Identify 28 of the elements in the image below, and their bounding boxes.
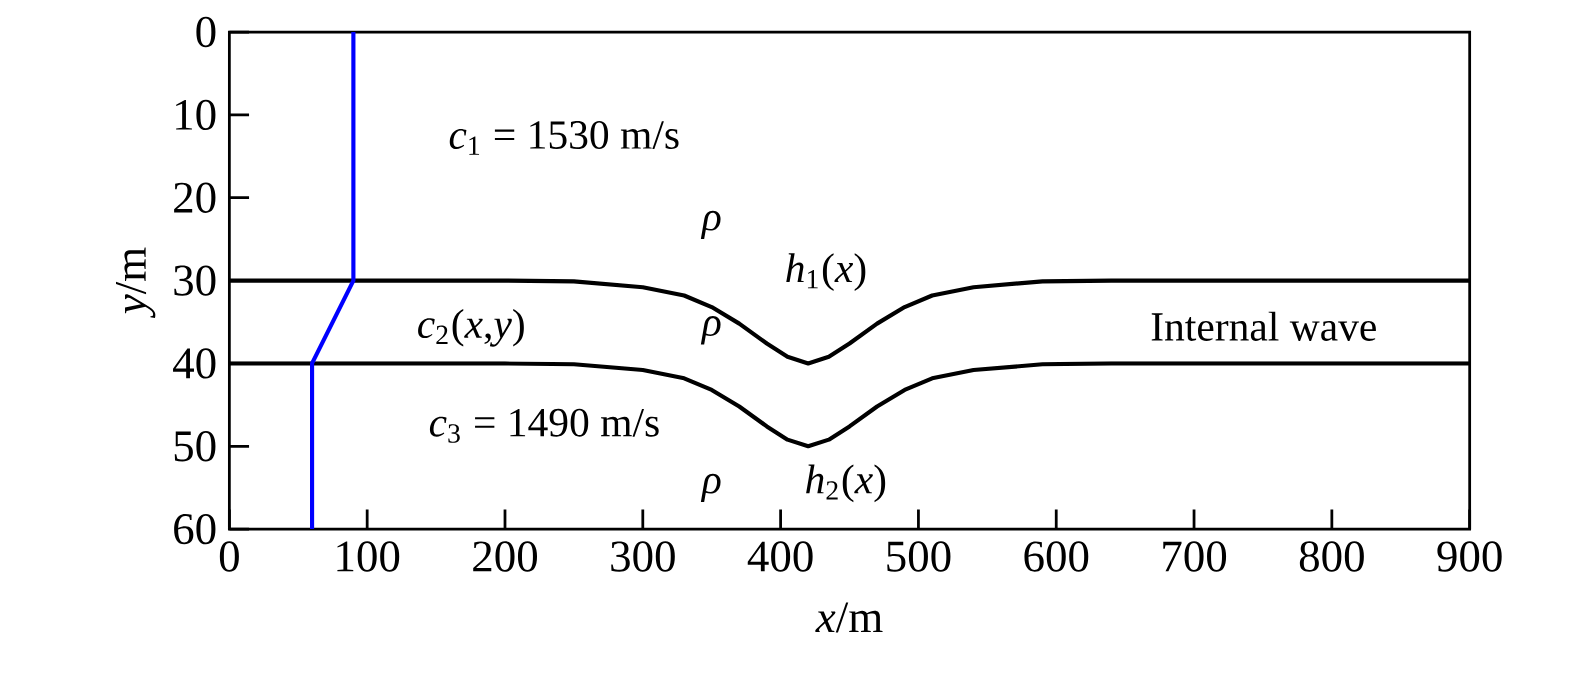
x-axis-title: x/m [815,602,883,633]
x-tick-label: 100 [337,541,400,572]
y-tick-label: 50 [174,431,216,462]
x-tick-label: 900 [1437,541,1502,572]
y-axis-title: y/m [116,247,156,319]
annotation: c$_{3}$ = 1490 m/s [429,408,659,443]
annotation: c$_{1}$ = 1530 m/s [449,121,679,156]
annotation: h$_{1}$(x) [786,253,866,292]
y-tick-label: 40 [173,348,216,379]
x-tick-label: 300 [611,541,675,572]
x-tick-label: 500 [887,541,951,572]
y-tick-label: 0 [196,17,216,48]
annotation: ρ [700,316,721,345]
annotation: ρ [700,473,721,503]
annotation: ρ [700,210,721,240]
y-tick-label: 10 [176,99,216,131]
annotation: Internal wave [1151,311,1376,342]
x-tick-label: 600 [1024,541,1089,572]
annotation: c$_{2}$(x,y) [418,309,524,347]
x-tick-label: 200 [473,541,538,572]
y-tick-label: 30 [174,265,216,296]
x-tick-label: 400 [747,541,813,572]
x-tick-label: 800 [1299,541,1364,572]
x-tick-label: 700 [1163,541,1227,572]
y-tick-label: 20 [174,182,216,214]
y-tick-label: 60 [174,514,216,545]
x-tick-label: 0 [219,541,239,572]
annotation: h$_{2}$(x) [806,464,886,503]
